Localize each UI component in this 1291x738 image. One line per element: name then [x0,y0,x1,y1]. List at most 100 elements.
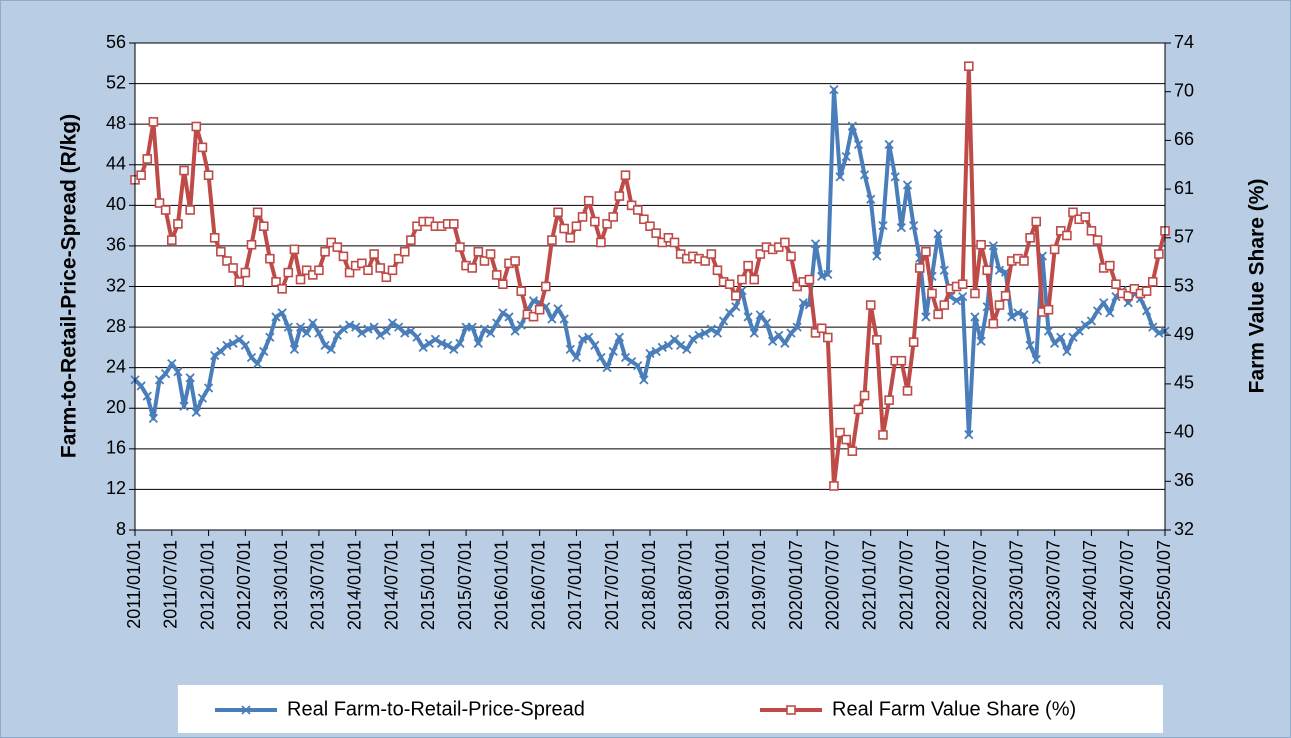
data-point [1019,310,1029,320]
data-point [853,404,864,415]
data-point [259,346,269,357]
data-point [1031,216,1042,227]
data-point [988,241,998,251]
data-point [718,316,729,326]
y-tick-label: 32 [106,275,126,295]
data-point [240,340,250,350]
x-tick-label: 2013/01/01 [271,540,291,630]
data-point [608,212,619,222]
x-tick-label: 2024/07/07 [1117,540,1137,630]
data-point [1141,286,1152,296]
data-point [908,337,919,347]
y-tick-label: 20 [106,397,126,417]
data-point [203,383,214,393]
data-point [1080,320,1090,330]
data-point [614,332,624,342]
data-point [326,344,336,355]
data-point [853,139,864,150]
data-point [890,172,900,182]
data-point [676,340,686,350]
data-point [1049,244,1060,255]
y2-tick-label: 32 [1174,519,1194,539]
data-point [700,328,710,338]
y2-tick-label: 53 [1174,275,1194,295]
data-point [994,300,1005,310]
data-point [559,314,569,324]
data-point [884,395,894,405]
data-point [565,344,575,355]
y-tick-label: 56 [106,32,126,52]
data-point [639,214,649,225]
data-point [387,318,398,328]
data-point [706,249,717,259]
data-point [338,251,349,262]
data-point [804,274,815,285]
data-point [161,369,171,379]
data-point [258,221,269,232]
data-point [1105,308,1115,318]
data-point [344,320,355,330]
data-point [179,165,189,176]
data-point [565,233,576,243]
x-tick-label: 2016/01/01 [492,540,512,630]
data-point [737,274,747,285]
y-tick-label: 36 [106,235,126,255]
data-point [436,338,447,348]
data-point [1013,308,1023,318]
data-point [295,274,306,285]
data-point [271,277,281,287]
data-point [970,312,980,322]
data-point [400,328,410,338]
data-point [222,340,232,350]
data-point [706,324,716,334]
data-point [571,352,582,363]
data-point [314,265,324,276]
x-tick-label: 2020/01/07 [786,540,806,630]
data-point [933,229,943,239]
y2-tick-label: 36 [1174,470,1194,490]
data-point [1000,290,1011,301]
data-point [590,340,600,350]
data-point [265,253,275,264]
data-point [829,85,839,95]
data-point [1031,354,1041,365]
data-point [185,373,195,383]
data-point [412,332,422,342]
x-tick-label: 2013/07/01 [308,540,328,630]
data-point [498,279,508,289]
x-tick-label: 2023/01/07 [1007,540,1027,630]
data-point [651,346,661,357]
x-tick-label: 2021/07/07 [896,540,916,630]
data-point [639,375,649,385]
data-point [179,401,189,411]
data-point [755,249,766,259]
data-point [277,284,287,294]
data-point [418,342,428,353]
y-tick-label: 12 [106,478,126,498]
data-point [902,180,913,190]
data-point [786,251,796,262]
data-point [473,246,484,257]
data-point [872,335,882,345]
data-point [252,358,263,369]
data-point [614,191,625,201]
data-point [216,246,226,257]
x-tick-label: 2015/07/01 [455,540,475,630]
data-point [841,151,851,162]
data-point [1043,304,1054,315]
data-point [841,434,851,445]
data-point [559,223,569,234]
data-point [283,322,293,332]
x-tick-label: 2023/07/07 [1043,540,1063,630]
data-point [878,430,888,440]
data-point [455,338,465,348]
data-point [596,237,606,248]
data-point [694,330,704,340]
data-point [957,279,968,289]
data-point [338,324,349,334]
legend-marker [786,705,796,715]
data-point [584,332,594,342]
data-point [792,322,802,332]
data-point [583,195,594,206]
